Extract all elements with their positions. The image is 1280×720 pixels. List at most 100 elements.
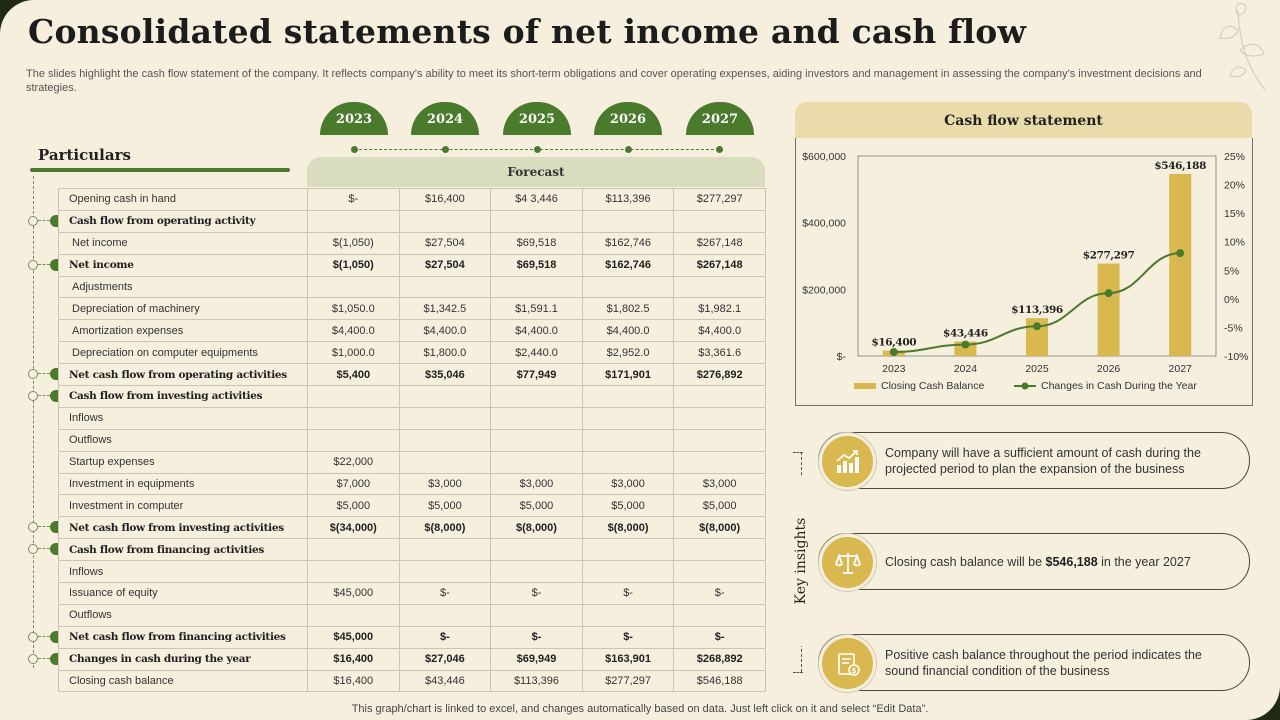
cell-2025: $4,400.0 — [490, 319, 583, 343]
tree-node-marker — [28, 652, 59, 665]
table-row: Cash flow from financing activities — [58, 538, 766, 562]
row-label: Outflows — [58, 603, 308, 627]
row-label: Adjustments — [58, 275, 308, 299]
bar-data-label: $43,446 — [943, 328, 988, 340]
tree-connector-line — [33, 176, 34, 668]
table-row: Amortization expenses $4,400.0 $4,400.0 $4,… — [58, 319, 766, 343]
growth-chart-icon — [836, 450, 859, 473]
cell-2026: $162,746 — [581, 231, 675, 255]
year-dot — [351, 146, 358, 153]
cell-2025: $2,440.0 — [490, 341, 583, 365]
line-point-2024 — [961, 340, 970, 349]
year-dot — [625, 146, 632, 153]
bar-data-label: $277,297 — [1083, 250, 1135, 262]
legend-swatch-closing-cash — [854, 383, 876, 389]
cell-2026: $277,297 — [581, 669, 675, 693]
cell-2023: $5,400 — [307, 363, 400, 387]
cell-2023 — [307, 385, 400, 408]
table-row: Net income $(1,050) $27,504 $69,518 $162,746… — [58, 231, 766, 255]
right-axis-tick-label: 5% — [1224, 265, 1239, 277]
tree-node-marker — [28, 543, 59, 556]
table-row: Net cash flow from investing activities $… — [58, 516, 766, 540]
cell-2027 — [673, 275, 766, 299]
cell-2025: $69,518 — [490, 231, 583, 255]
line-point-2027 — [1176, 249, 1185, 258]
cell-2026 — [581, 275, 675, 299]
cell-2025: $113,396 — [490, 669, 583, 693]
table-row: Closing cash balance $16,400 $43,446 $113,3… — [58, 669, 766, 693]
cell-2023 — [307, 275, 400, 299]
cell-2023: $5,000 — [307, 494, 400, 518]
cell-2026: $1,802.5 — [581, 297, 675, 321]
cash-flow-table: Opening cash in hand $- $16,400 $4 3,446 $11… — [58, 188, 766, 693]
cell-2024: $27,504 — [398, 231, 492, 255]
x-axis-tick-label: 2026 — [1097, 363, 1121, 375]
cell-2026: $- — [581, 582, 675, 605]
cell-2024 — [398, 603, 492, 627]
line-point-2025 — [1033, 322, 1041, 331]
cell-2024: $5,000 — [398, 494, 492, 518]
bar-closing-cash-2026 — [1097, 263, 1120, 356]
row-label: Net income — [58, 253, 308, 277]
cell-2023 — [307, 209, 400, 233]
cell-2027: $276,892 — [673, 363, 766, 387]
bar-data-label: $16,400 — [871, 337, 916, 349]
row-label: Issuance of equity — [58, 582, 308, 605]
year-dot — [442, 146, 449, 153]
row-label: Cash flow from financing activities — [58, 538, 308, 562]
legend-label: Changes in Cash During the Year — [1041, 380, 1197, 392]
cell-2026: $171,901 — [581, 363, 675, 387]
forecast-header: Forecast — [307, 157, 765, 187]
cell-2027 — [673, 538, 766, 562]
row-label: Depreciation on computer equipments — [58, 341, 308, 365]
table-row: Investment in computer $5,000 $5,000 $5,000… — [58, 494, 766, 518]
cell-2024: $- — [398, 582, 492, 605]
cell-2025 — [490, 450, 583, 474]
page-title: Consolidated statements of net income an… — [28, 12, 1027, 51]
tree-node-marker — [28, 390, 59, 403]
cell-2026 — [581, 538, 675, 562]
row-label: Cash flow from operating activity — [58, 209, 308, 233]
left-axis-tick-label: $- — [837, 351, 847, 363]
left-axis-tick-label: $400,000 — [802, 218, 846, 230]
cell-2026: $5,000 — [581, 494, 675, 518]
line-point-2023 — [889, 348, 898, 356]
cell-2024 — [398, 560, 492, 584]
cell-2027: $(8,000) — [673, 516, 766, 540]
row-label: Cash flow from investing activities — [58, 385, 308, 408]
cell-2026: $163,901 — [581, 647, 675, 671]
particulars-underline — [30, 168, 290, 172]
insight-text: Positive cash balance throughout the per… — [885, 648, 1202, 678]
cell-2025: $- — [490, 625, 583, 649]
right-axis-tick-label: 10% — [1224, 237, 1245, 249]
row-label: Depreciation of machinery — [58, 297, 308, 321]
cell-2027: $3,361.6 — [673, 341, 766, 365]
cell-2025 — [490, 406, 583, 430]
cell-2027: $3,000 — [673, 472, 766, 496]
table-row: Depreciation on computer equipments $1,00… — [58, 341, 766, 365]
cell-2025: $69,949 — [490, 647, 583, 671]
table-row: Outflows — [58, 603, 766, 627]
right-axis-tick-label: 25% — [1224, 151, 1245, 163]
insight-icon-badge — [819, 433, 876, 490]
tree-node-marker — [28, 630, 59, 643]
cell-2023: $(34,000) — [307, 516, 400, 540]
table-row: Changes in cash during the year $16,400 $2… — [58, 647, 766, 671]
bar-closing-cash-2027 — [1169, 173, 1192, 356]
cash-flow-chart[interactable]: $- $200,000 $400,000 $600,000 -10% -5% 0% 5% 10%… — [795, 138, 1253, 406]
cell-2025: $- — [490, 582, 583, 605]
row-label: Net cash flow from investing activities — [58, 516, 308, 540]
cell-2026: $2,952.0 — [581, 341, 675, 365]
cell-2023: $(1,050) — [307, 231, 400, 255]
cell-2023: $1,000.0 — [307, 341, 400, 365]
cell-2027: $267,148 — [673, 231, 766, 255]
table-row: Opening cash in hand $- $16,400 $4 3,446 $11… — [58, 188, 766, 211]
table-row: Net cash flow from financing activities $… — [58, 625, 766, 649]
particulars-heading: Particulars — [38, 146, 131, 164]
financial-report-icon: $ — [838, 653, 860, 676]
right-axis-tick-label: 15% — [1224, 208, 1245, 220]
chart-title: Cash flow statement — [795, 102, 1252, 138]
cell-2026: $3,000 — [581, 472, 675, 496]
cell-2027 — [673, 428, 766, 452]
insight-text-end: in the year 2027 — [1097, 555, 1191, 569]
